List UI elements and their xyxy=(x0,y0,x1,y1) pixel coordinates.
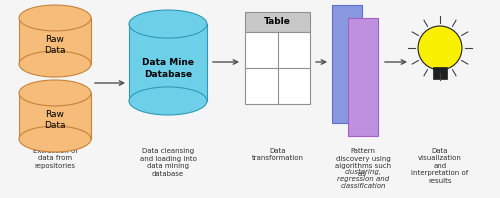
Text: clustering,: clustering, xyxy=(344,169,382,175)
Ellipse shape xyxy=(129,10,207,38)
Text: Data
transformation: Data transformation xyxy=(252,148,304,162)
Bar xyxy=(245,32,310,104)
Text: Data cleansing
and loading into
data mining
database: Data cleansing and loading into data min… xyxy=(140,148,196,176)
Text: Pattern
discovery using
algorithms such
as: Pattern discovery using algorithms such … xyxy=(335,148,391,176)
Text: Raw
Data: Raw Data xyxy=(44,35,66,55)
Ellipse shape xyxy=(129,87,207,115)
Bar xyxy=(433,67,447,79)
Text: Table: Table xyxy=(264,17,291,27)
Text: regression and: regression and xyxy=(337,176,389,182)
Ellipse shape xyxy=(19,51,91,77)
Ellipse shape xyxy=(19,80,91,106)
Text: Extraction of
data from
repositories: Extraction of data from repositories xyxy=(32,148,78,169)
Bar xyxy=(332,5,362,123)
Text: classification: classification xyxy=(340,183,386,189)
Bar xyxy=(129,24,207,101)
Circle shape xyxy=(418,26,462,70)
Ellipse shape xyxy=(19,5,91,31)
Text: Data Mine
Database: Data Mine Database xyxy=(142,58,194,79)
Text: Raw
Data: Raw Data xyxy=(44,110,66,130)
Ellipse shape xyxy=(19,126,91,152)
Bar xyxy=(19,93,91,139)
Bar xyxy=(19,18,91,64)
Text: Data
visualization
and
interpretation of
results: Data visualization and interpretation of… xyxy=(412,148,469,184)
Bar xyxy=(348,18,378,136)
Bar xyxy=(245,12,310,32)
